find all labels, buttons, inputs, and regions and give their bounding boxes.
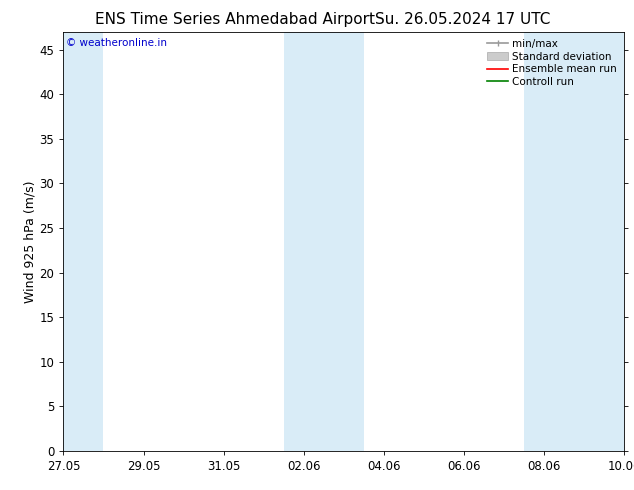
Y-axis label: Wind 925 hPa (m/s): Wind 925 hPa (m/s) [23,180,37,302]
Text: Su. 26.05.2024 17 UTC: Su. 26.05.2024 17 UTC [375,12,550,27]
Bar [284,32,364,451]
Legend: min/max, Standard deviation, Ensemble mean run, Controll run: min/max, Standard deviation, Ensemble me… [486,37,619,89]
Text: ENS Time Series Ahmedabad Airport: ENS Time Series Ahmedabad Airport [94,12,375,27]
Bar [63,32,103,451]
Text: © weatheronline.in: © weatheronline.in [66,38,167,48]
Bar [524,32,624,451]
